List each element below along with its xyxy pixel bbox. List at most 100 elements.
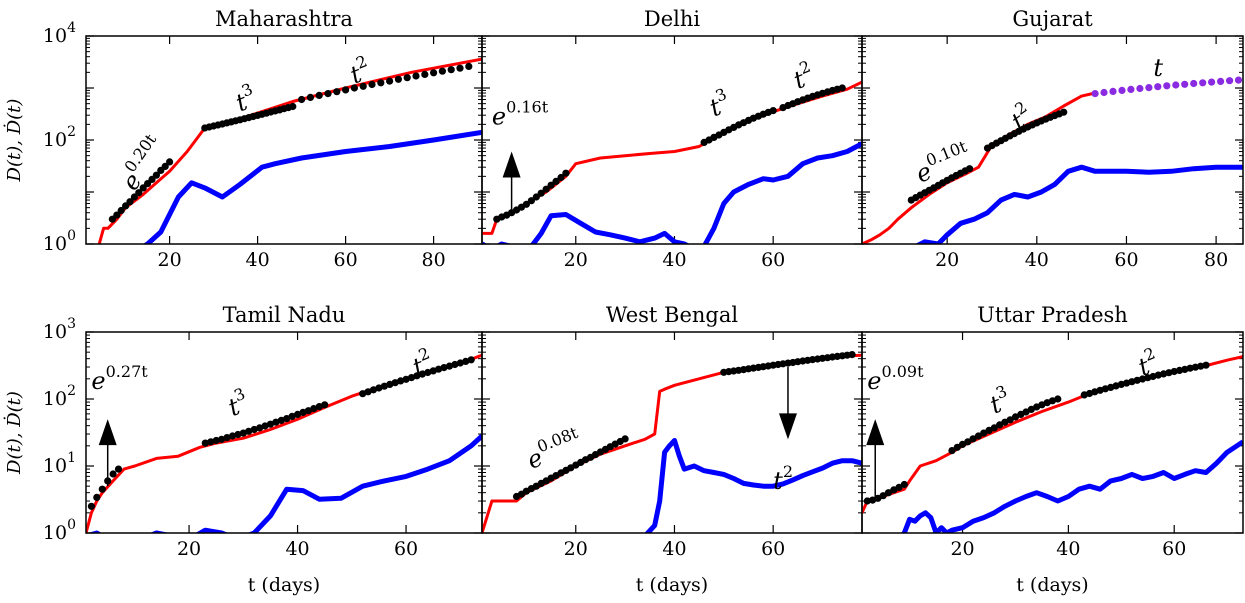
data-point bbox=[1208, 78, 1216, 86]
data-point bbox=[429, 367, 437, 375]
data-point bbox=[245, 427, 253, 435]
growth-label: t3 bbox=[230, 79, 261, 117]
y-tick-exp: 2 bbox=[67, 383, 76, 399]
x-tick-label: 60 bbox=[1162, 538, 1186, 560]
data-point bbox=[562, 169, 570, 177]
data-point bbox=[113, 211, 121, 219]
data-layer bbox=[862, 76, 1243, 244]
axes-frame bbox=[861, 331, 1244, 534]
panel-title: Uttar Pradesh bbox=[977, 303, 1128, 327]
y-tick-label: 100 bbox=[43, 228, 76, 255]
data-point bbox=[421, 70, 429, 78]
data-point bbox=[900, 480, 908, 489]
data-point bbox=[1172, 81, 1180, 89]
data-point bbox=[621, 435, 629, 443]
data-point bbox=[969, 435, 977, 443]
data-point bbox=[375, 384, 383, 392]
data-point bbox=[462, 357, 470, 365]
data-point bbox=[1100, 88, 1108, 97]
data-point bbox=[1163, 82, 1171, 90]
annotation-arrow-head bbox=[866, 419, 885, 446]
data-point bbox=[948, 447, 956, 455]
growth-exponent: 2 bbox=[783, 462, 793, 481]
data-point bbox=[430, 69, 438, 77]
data-point bbox=[445, 362, 454, 370]
data-point bbox=[310, 405, 318, 413]
y-tick-exp: 2 bbox=[67, 124, 76, 140]
data-point bbox=[161, 162, 169, 170]
data-point bbox=[234, 430, 242, 439]
growth-base: t bbox=[773, 467, 783, 495]
series-line-1 bbox=[915, 164, 1243, 244]
data-point bbox=[87, 502, 95, 510]
data-point bbox=[769, 107, 777, 115]
data-point bbox=[299, 408, 307, 416]
data-point bbox=[386, 77, 394, 85]
data-layer bbox=[862, 355, 1243, 533]
y-tick-base: 10 bbox=[43, 25, 67, 47]
data-point bbox=[1006, 416, 1014, 424]
data-point bbox=[1127, 85, 1135, 93]
data-point bbox=[1181, 80, 1189, 88]
data-point bbox=[964, 438, 972, 446]
growth-label: e0.16t bbox=[492, 97, 549, 130]
data-point bbox=[532, 193, 540, 201]
y-tick-base: 10 bbox=[43, 321, 67, 343]
growth-base: e bbox=[492, 102, 506, 130]
data-point bbox=[527, 197, 536, 205]
data-point bbox=[1190, 79, 1198, 88]
data-point bbox=[315, 91, 323, 99]
growth-label: t3 bbox=[984, 381, 1015, 419]
y-tick-exp: 3 bbox=[67, 316, 76, 332]
y-tick-exp: 0 bbox=[67, 517, 76, 533]
data-point bbox=[1091, 90, 1099, 98]
x-tick-label: 40 bbox=[1025, 249, 1049, 271]
data-point bbox=[1234, 76, 1243, 84]
series-line-0 bbox=[86, 353, 482, 533]
growth-label: t bbox=[1153, 54, 1163, 82]
panel-0: 20 40 60 80100102104e0.20tt3t2MaharashtraD(… bbox=[2, 7, 483, 271]
y-tick-base: 10 bbox=[43, 388, 67, 410]
data-point bbox=[394, 75, 402, 83]
data-point bbox=[256, 424, 264, 432]
data-layer bbox=[86, 353, 482, 533]
data-point bbox=[418, 370, 426, 378]
data-point bbox=[223, 434, 231, 442]
y-tick-label: 104 bbox=[43, 20, 76, 47]
data-point bbox=[391, 379, 399, 387]
data-point bbox=[397, 377, 405, 385]
growth-label: t2 bbox=[788, 57, 819, 95]
x-tick-label: 20 bbox=[158, 249, 182, 271]
data-point bbox=[250, 425, 258, 434]
y-axis-label: D(t), Ḋ(t) bbox=[2, 99, 25, 183]
data-point bbox=[440, 364, 448, 372]
data-point bbox=[456, 64, 464, 72]
growth-label: t3 bbox=[704, 84, 735, 122]
data-point bbox=[1054, 395, 1062, 403]
data-point bbox=[1217, 77, 1225, 85]
growth-label: t3 bbox=[222, 384, 253, 422]
x-tick-label: 60 bbox=[394, 538, 418, 560]
x-tick-label: 80 bbox=[1204, 249, 1228, 271]
data-point bbox=[435, 365, 443, 373]
y-tick-base: 10 bbox=[43, 522, 67, 544]
data-point bbox=[321, 401, 329, 409]
data-point bbox=[1145, 84, 1153, 92]
data-point bbox=[277, 416, 285, 424]
x-tick-label: 60 bbox=[1114, 249, 1138, 271]
data-point bbox=[451, 360, 459, 369]
data-point bbox=[522, 200, 531, 208]
data-point bbox=[126, 198, 134, 206]
data-point bbox=[465, 62, 473, 70]
y-tick-exp: 4 bbox=[67, 20, 76, 36]
growth-base: e bbox=[867, 367, 881, 395]
data-point bbox=[848, 351, 856, 359]
y-tick-label: 102 bbox=[43, 383, 76, 410]
x-tick-label: 20 bbox=[935, 249, 959, 271]
data-point bbox=[283, 415, 291, 423]
data-point bbox=[1118, 86, 1126, 94]
x-tick-label: 20 bbox=[177, 538, 201, 560]
growth-exponent: 0.09t bbox=[881, 362, 924, 381]
data-point bbox=[1199, 79, 1207, 87]
